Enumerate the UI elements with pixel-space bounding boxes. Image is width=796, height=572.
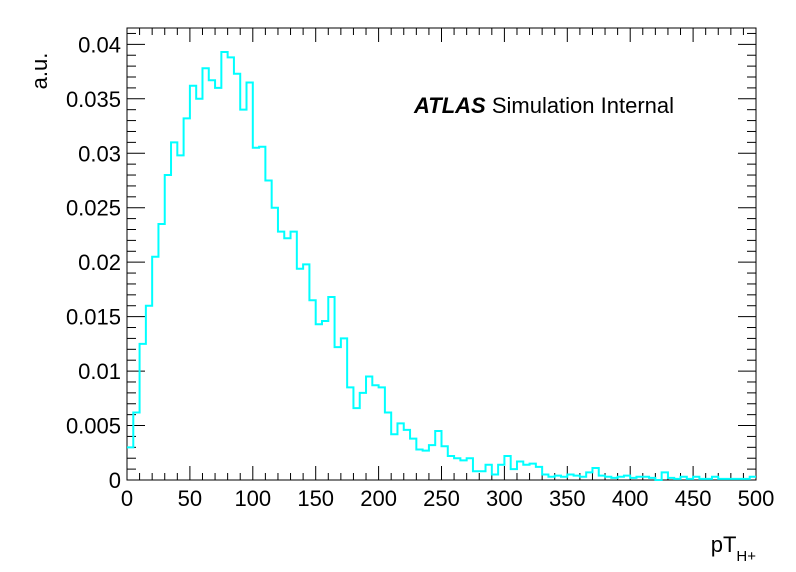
x-tick-label: 450 [675, 486, 712, 511]
tick-labels: 0 50 100 150 200 250 300 350 400 450 500 0 0.005 0.01… [66, 32, 774, 511]
atlas-label-rest: Simulation Internal [486, 93, 674, 118]
x-tick-label: 500 [738, 486, 775, 511]
y-tick-label: 0.015 [66, 305, 121, 330]
x-tick-label: 350 [549, 486, 586, 511]
y-axis-title: a.u. [27, 53, 52, 90]
x-tick-label: 250 [423, 486, 460, 511]
y-tick-label: 0.025 [66, 196, 121, 221]
y-tick-label: 0.03 [78, 141, 121, 166]
x-tick-label: 150 [297, 486, 334, 511]
x-axis-title-main: pT [711, 532, 737, 557]
x-tick-label: 100 [234, 486, 271, 511]
y-tick-label: 0 [109, 468, 121, 493]
y-tick-label: 0.005 [66, 414, 121, 439]
histogram-series [127, 50, 756, 481]
x-axis-title-sub: H+ [736, 548, 756, 565]
histogram-line [127, 50, 756, 481]
y-tick-label: 0.04 [78, 32, 121, 57]
x-tick-label: 0 [121, 486, 133, 511]
x-axis-title: pTH+ [711, 532, 757, 565]
x-tick-label: 50 [178, 486, 202, 511]
x-tick-label: 200 [360, 486, 397, 511]
y-tick-label: 0.01 [78, 359, 121, 384]
y-tick-label: 0.035 [66, 87, 121, 112]
x-tick-label: 400 [612, 486, 649, 511]
atlas-label-bold: ATLAS [413, 93, 486, 118]
y-tick-label: 0.02 [78, 250, 121, 275]
atlas-label: ATLAS Simulation Internal [413, 93, 674, 118]
x-tick-label: 300 [486, 486, 523, 511]
